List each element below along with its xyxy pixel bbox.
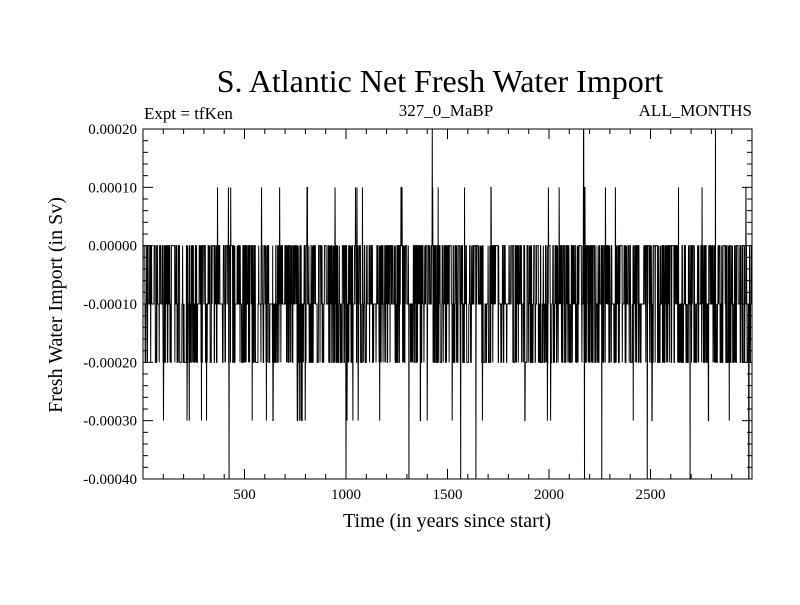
x-tick-label: 2500 [636, 487, 666, 503]
chart-subtitle-right: ALL_MONTHS [639, 101, 752, 120]
x-tick-label: 500 [233, 487, 256, 503]
y-tick-label: -0.00010 [83, 297, 137, 313]
axes: 500 1000 1500 2000 2500 -0.00040 -0.00030 -0.00… [83, 122, 753, 503]
chart-subtitle-left: Expt = tfKen [144, 104, 233, 123]
y-tick-label: 0.00010 [88, 180, 137, 196]
series-line [142, 128, 753, 480]
y-tick-label: -0.00020 [83, 355, 137, 371]
x-tick-label: 2000 [534, 487, 564, 503]
x-axis-label: Time (in years since start) [343, 510, 551, 532]
x-tick-label: 1000 [331, 487, 361, 503]
x-tick-label: 1500 [433, 487, 463, 503]
plot-area [142, 128, 753, 480]
chart-subtitle-center: 327_0_MaBP [399, 101, 493, 120]
chart-title: S. Atlantic Net Fresh Water Import [217, 63, 664, 99]
y-axis-label: Fresh Water Import (in Sv) [45, 197, 67, 413]
y-tick-label: 0.00000 [88, 239, 137, 255]
y-tick-label: -0.00030 [83, 414, 137, 430]
y-tick-label: -0.00040 [83, 472, 137, 488]
y-tick-label: 0.00020 [88, 122, 137, 138]
